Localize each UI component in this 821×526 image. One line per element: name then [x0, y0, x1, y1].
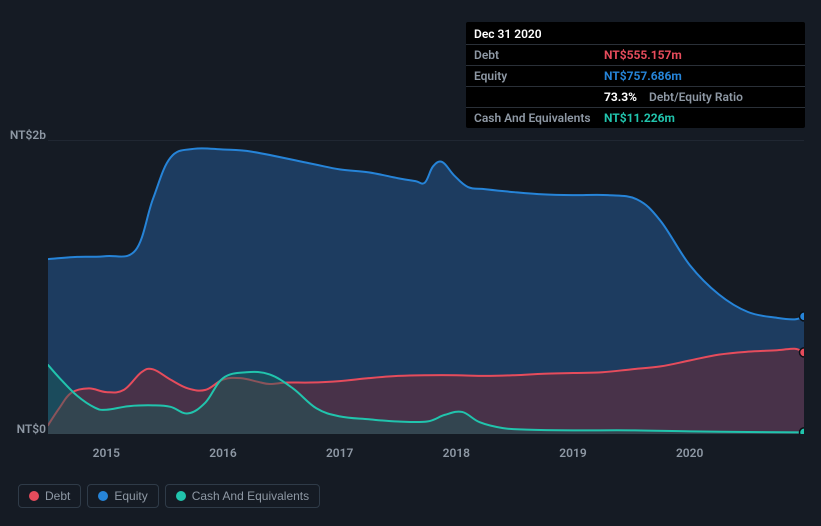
tooltip-row-value: NT$11.226m — [604, 110, 675, 126]
y-axis-label: NT$2b — [4, 128, 46, 142]
legend-item-cash-and-equivalents[interactable]: Cash And Equivalents — [165, 484, 320, 508]
x-axis-label: 2017 — [326, 446, 353, 460]
chart-plot-area[interactable] — [48, 140, 804, 434]
legend-item-debt[interactable]: Debt — [18, 484, 81, 508]
chart-tooltip: Dec 31 2020 Debt NT$555.157m Equity NT$757.… — [466, 22, 805, 128]
tooltip-row: 73.3% Debt/Equity Ratio — [466, 86, 805, 107]
tooltip-row-label — [474, 89, 596, 105]
x-axis-label: 2018 — [443, 446, 470, 460]
legend-swatch — [98, 491, 108, 501]
series-end-marker-cash-and-equivalents — [800, 428, 805, 434]
legend-label: Cash And Equivalents — [192, 489, 309, 503]
tooltip-row-extra: Debt/Equity Ratio — [649, 89, 743, 105]
tooltip-row-label: Equity — [474, 68, 596, 84]
legend-label: Equity — [114, 489, 147, 503]
y-axis-label: NT$0 — [4, 422, 46, 436]
x-axis-label: 2020 — [676, 446, 703, 460]
legend-label: Debt — [45, 489, 70, 503]
tooltip-row-label: Debt — [474, 47, 596, 63]
series-end-marker-equity — [800, 312, 805, 321]
x-axis-label: 2016 — [209, 446, 236, 460]
tooltip-row: Cash And Equivalents NT$11.226m — [466, 107, 805, 128]
tooltip-row-value: NT$555.157m — [604, 47, 682, 63]
legend-item-equity[interactable]: Equity — [87, 484, 158, 508]
chart-legend: Debt Equity Cash And Equivalents — [18, 484, 320, 508]
x-axis-label: 2019 — [559, 446, 586, 460]
tooltip-row: Equity NT$757.686m — [466, 65, 805, 86]
tooltip-date: Dec 31 2020 — [466, 22, 805, 44]
tooltip-row: Debt NT$555.157m — [466, 44, 805, 65]
x-axis-label: 2015 — [93, 446, 120, 460]
legend-swatch — [176, 491, 186, 501]
tooltip-row-value: 73.3% — [604, 89, 637, 105]
legend-swatch — [29, 491, 39, 501]
tooltip-row-label: Cash And Equivalents — [474, 110, 596, 126]
series-end-marker-debt — [800, 348, 805, 357]
tooltip-row-value: NT$757.686m — [604, 68, 682, 84]
